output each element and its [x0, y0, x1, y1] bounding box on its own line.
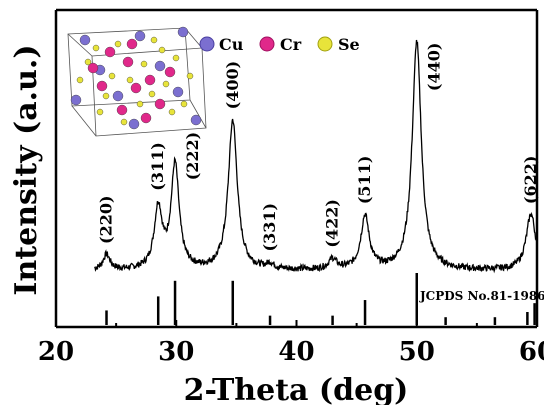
crystal-atom	[96, 108, 104, 116]
legend-marker-cu	[199, 36, 215, 52]
crystal-atom	[92, 44, 100, 52]
peak-label: (511)	[355, 156, 374, 205]
crystal-atom	[180, 100, 188, 108]
peak-label: (400)	[223, 61, 242, 110]
crystal-atom	[87, 62, 99, 74]
peak-label: (440)	[425, 43, 444, 92]
legend-marker-cr	[259, 36, 275, 52]
x-axis-title: 2-Theta (deg)	[184, 373, 409, 405]
crystal-atom	[112, 90, 124, 102]
x-tick-label: 30	[158, 337, 194, 367]
crystal-atom	[120, 118, 128, 126]
x-tick-label: 50	[399, 337, 435, 367]
crystal-atom	[108, 72, 116, 80]
crystal-atom	[126, 76, 134, 84]
peak-labels: (220) (311) (222) (400) (331) (422) (511) (440)…	[97, 43, 540, 252]
crystal-structure-inset	[67, 26, 207, 137]
crystal-atom	[172, 86, 184, 98]
crystal-atom	[140, 60, 148, 68]
y-axis-title: Intensity (a.u.)	[9, 44, 44, 295]
xrd-pattern-line	[94, 39, 538, 274]
crystal-atom	[134, 30, 146, 42]
peak-label: (311)	[148, 142, 167, 191]
crystal-atom	[116, 104, 128, 116]
legend-label-se: Se	[338, 35, 360, 54]
legend-label-cr: Cr	[280, 35, 302, 54]
crystal-atom	[70, 94, 82, 106]
crystal-atom	[154, 98, 166, 110]
x-tick-label: 40	[278, 337, 314, 367]
reference-lines	[105, 273, 536, 325]
crystal-atom	[122, 56, 134, 68]
crystal-atom	[162, 80, 170, 88]
crystal-atom	[186, 72, 194, 80]
x-tick-label: 20	[38, 337, 74, 367]
crystal-atom	[140, 112, 152, 124]
crystal-atom	[150, 36, 158, 44]
legend-marker-se	[317, 36, 333, 52]
reference-label: JCPDS No.81-1986	[419, 289, 544, 303]
crystal-atom	[144, 74, 156, 86]
peak-label: (422)	[323, 199, 342, 248]
peak-label: (331)	[260, 203, 279, 252]
legend: Cu Cr Se	[199, 35, 360, 54]
crystal-atom	[102, 92, 110, 100]
x-tick-label: 60	[519, 337, 544, 367]
crystal-atom	[104, 46, 116, 58]
peak-label: (222)	[183, 132, 202, 181]
crystal-atom	[96, 80, 108, 92]
crystal-atom	[130, 82, 142, 94]
crystal-atom	[136, 100, 144, 108]
peak-label: (220)	[97, 195, 116, 244]
crystal-atom	[168, 108, 176, 116]
peak-label: (622)	[521, 156, 540, 205]
legend-label-cu: Cu	[219, 35, 244, 54]
crystal-atom	[190, 114, 202, 126]
crystal-atom	[148, 90, 156, 98]
crystal-atom	[114, 40, 122, 48]
crystal-atom	[128, 118, 140, 130]
crystal-atom	[84, 58, 92, 66]
crystal-atom	[172, 54, 180, 62]
crystal-atom	[76, 76, 84, 84]
axes	[54, 8, 539, 329]
crystal-atom	[126, 38, 138, 50]
crystal-atom	[158, 46, 166, 54]
crystal-atom	[154, 60, 166, 72]
crystal-atom	[79, 34, 91, 46]
crystal-atom	[164, 66, 176, 78]
crystal-atom	[177, 26, 189, 38]
x-ticks: 20 30 40 50 60	[38, 320, 544, 367]
